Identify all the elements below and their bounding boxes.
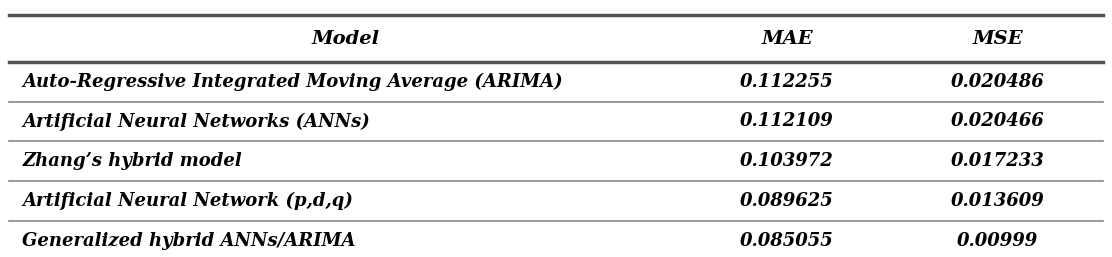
Text: Zhang’s hybrid model: Zhang’s hybrid model <box>22 152 242 170</box>
Text: Auto-Regressive Integrated Moving Average (ARIMA): Auto-Regressive Integrated Moving Averag… <box>22 72 563 91</box>
Text: 0.017233: 0.017233 <box>951 152 1044 170</box>
Text: 0.089625: 0.089625 <box>739 192 834 210</box>
Text: 0.013609: 0.013609 <box>951 192 1044 210</box>
Text: Model: Model <box>311 30 379 48</box>
Text: 0.085055: 0.085055 <box>739 232 834 250</box>
Text: Artificial Neural Network (p,d,q): Artificial Neural Network (p,d,q) <box>22 192 354 210</box>
Text: MAE: MAE <box>761 30 813 48</box>
Text: MSE: MSE <box>972 30 1023 48</box>
Text: 0.112109: 0.112109 <box>739 112 834 131</box>
Text: 0.112255: 0.112255 <box>739 72 834 91</box>
Text: Generalized hybrid ANNs/ARIMA: Generalized hybrid ANNs/ARIMA <box>22 232 356 250</box>
Text: 0.020486: 0.020486 <box>951 72 1044 91</box>
Text: 0.00999: 0.00999 <box>957 232 1039 250</box>
Text: 0.103972: 0.103972 <box>739 152 834 170</box>
Text: Artificial Neural Networks (ANNs): Artificial Neural Networks (ANNs) <box>22 112 370 131</box>
Text: 0.020466: 0.020466 <box>951 112 1044 131</box>
